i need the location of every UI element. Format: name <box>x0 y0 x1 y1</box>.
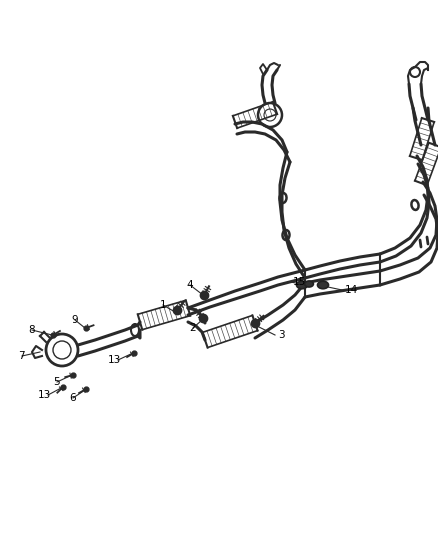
Ellipse shape <box>297 281 307 289</box>
Text: 14: 14 <box>345 285 358 295</box>
Ellipse shape <box>318 281 328 289</box>
Text: 9: 9 <box>71 315 78 325</box>
Text: 3: 3 <box>278 330 285 340</box>
Text: 6: 6 <box>69 393 76 403</box>
Text: 5: 5 <box>53 377 60 387</box>
Ellipse shape <box>304 281 314 287</box>
Text: 8: 8 <box>28 325 35 335</box>
Text: 4: 4 <box>187 280 193 290</box>
Text: 15: 15 <box>293 277 306 287</box>
Text: 13: 13 <box>108 355 121 365</box>
Text: 7: 7 <box>18 351 25 361</box>
Text: 13: 13 <box>38 390 51 400</box>
Text: 1: 1 <box>159 300 166 310</box>
Text: 2: 2 <box>189 323 196 333</box>
